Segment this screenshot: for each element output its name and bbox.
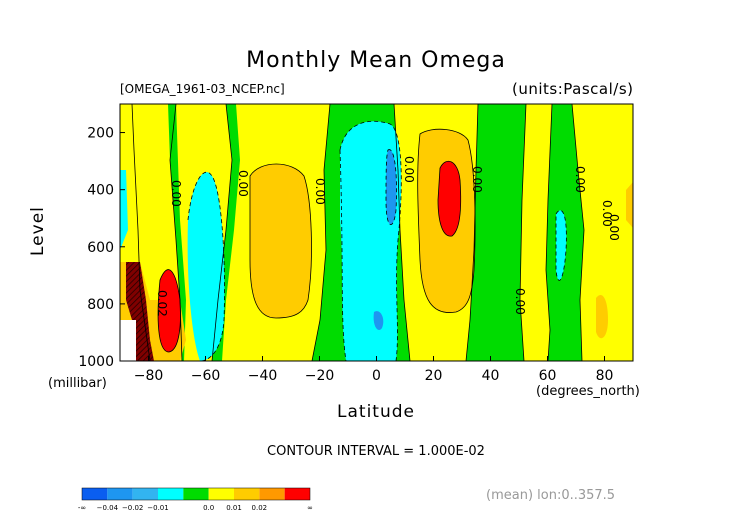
contour-label: 0.00 — [313, 178, 327, 205]
orange-band-75n — [596, 294, 608, 339]
contour-label: 0.00 — [600, 200, 614, 227]
contour-label: 0.00 — [236, 170, 250, 197]
y-tick-label: 600 — [87, 240, 114, 256]
colorbar-swatch — [132, 488, 158, 500]
x-tick-label: −20 — [305, 368, 335, 384]
colorbar: -∞ −0.04 −0.02 −0.01 0.0 0.01 0.02 ∞ — [78, 487, 313, 512]
contour-label: 0.00 — [607, 214, 621, 241]
cyan-band-eq — [340, 121, 402, 361]
contour-field — [120, 104, 633, 361]
colorbar-tick-label: −0.01 — [147, 504, 168, 512]
contour-label: 0.00 — [573, 166, 587, 193]
contour-label: 0.00 — [402, 156, 416, 183]
colorbar-tick-label: -∞ — [78, 504, 86, 512]
x-tick-label: −60 — [191, 368, 221, 384]
colorbar-swatch — [259, 488, 285, 500]
colorbar-swatch — [107, 488, 133, 500]
footer-label: (mean) lon:0..357.5 — [486, 488, 616, 503]
colorbar-swatch — [82, 488, 108, 500]
orange-band-88n — [626, 182, 633, 228]
x-tick-label: 80 — [596, 368, 614, 384]
colorbar-tick-label: 0.0 — [203, 504, 214, 512]
contour-label: 0.00 — [169, 180, 183, 207]
orange-band-40s — [250, 164, 312, 318]
x-tick-label: 0 — [372, 368, 381, 384]
colorbar-swatch — [284, 488, 310, 500]
chart-title: Monthly Mean Omega — [246, 48, 506, 73]
x-tick-label: −80 — [134, 368, 164, 384]
cyan-band-55s — [187, 172, 225, 361]
x-tick-label: 20 — [425, 368, 443, 384]
colorbar-tick-label: 0.02 — [252, 504, 268, 512]
colorbar-frame — [81, 487, 311, 501]
contour-lines — [131, 104, 585, 361]
y-tick-label: 800 — [87, 297, 114, 313]
x-axis-title: Latitude — [337, 402, 415, 422]
file-label: [OMEGA_1961-03_NCEP.nc] — [120, 82, 285, 96]
colorbar-tick-label: 0.01 — [226, 504, 242, 512]
x-axis-units: (degrees_north) — [536, 384, 640, 399]
colorbar-swatch — [158, 488, 184, 500]
y-tick-label: 200 — [87, 126, 114, 142]
yellow-band-80n — [572, 104, 633, 361]
contour-label: 0.02 — [155, 290, 169, 317]
units-label: (units:Pascal/s) — [512, 80, 634, 98]
missing-data-region — [120, 320, 136, 361]
y-tick-label: 400 — [87, 183, 114, 199]
contour-value-labels: 0.00 0.00 0.00 0.00 0.00 0.00 0.00 0.00 … — [155, 156, 621, 317]
colorbar-swatch — [234, 488, 260, 500]
yellow-band-60n — [520, 104, 552, 361]
colorbar-tick-label: −0.02 — [122, 504, 143, 512]
contour-interval-label: CONTOUR INTERVAL = 1.000E-02 — [267, 444, 485, 459]
negative-contour-lines — [187, 121, 567, 361]
contour-label: 0.00 — [513, 288, 527, 315]
x-tick-label: −40 — [248, 368, 278, 384]
cyan-blob-70n — [556, 210, 567, 281]
y-axis-ticks: 200 400 600 800 1000 — [78, 126, 125, 370]
colorbar-tick-label: ∞ — [307, 504, 313, 512]
x-axis-ticks: −80 −60 −40 −20 0 20 40 60 80 — [134, 356, 614, 384]
blue-core-lower — [373, 311, 384, 331]
contour-label: 0.00 — [470, 166, 484, 193]
blue-core-upper — [386, 149, 397, 225]
red-core-25n — [438, 161, 461, 237]
colorbar-swatch — [208, 488, 234, 500]
x-tick-label: 60 — [539, 368, 557, 384]
x-tick-label: 40 — [482, 368, 500, 384]
y-axis-title: Level — [28, 206, 48, 256]
y-axis-units: (millibar) — [48, 376, 107, 391]
red-core-sh — [158, 269, 181, 352]
colorbar-tick-label: −0.04 — [97, 504, 119, 512]
y-tick-label: 1000 — [78, 354, 114, 370]
colorbar-swatch — [183, 488, 209, 500]
